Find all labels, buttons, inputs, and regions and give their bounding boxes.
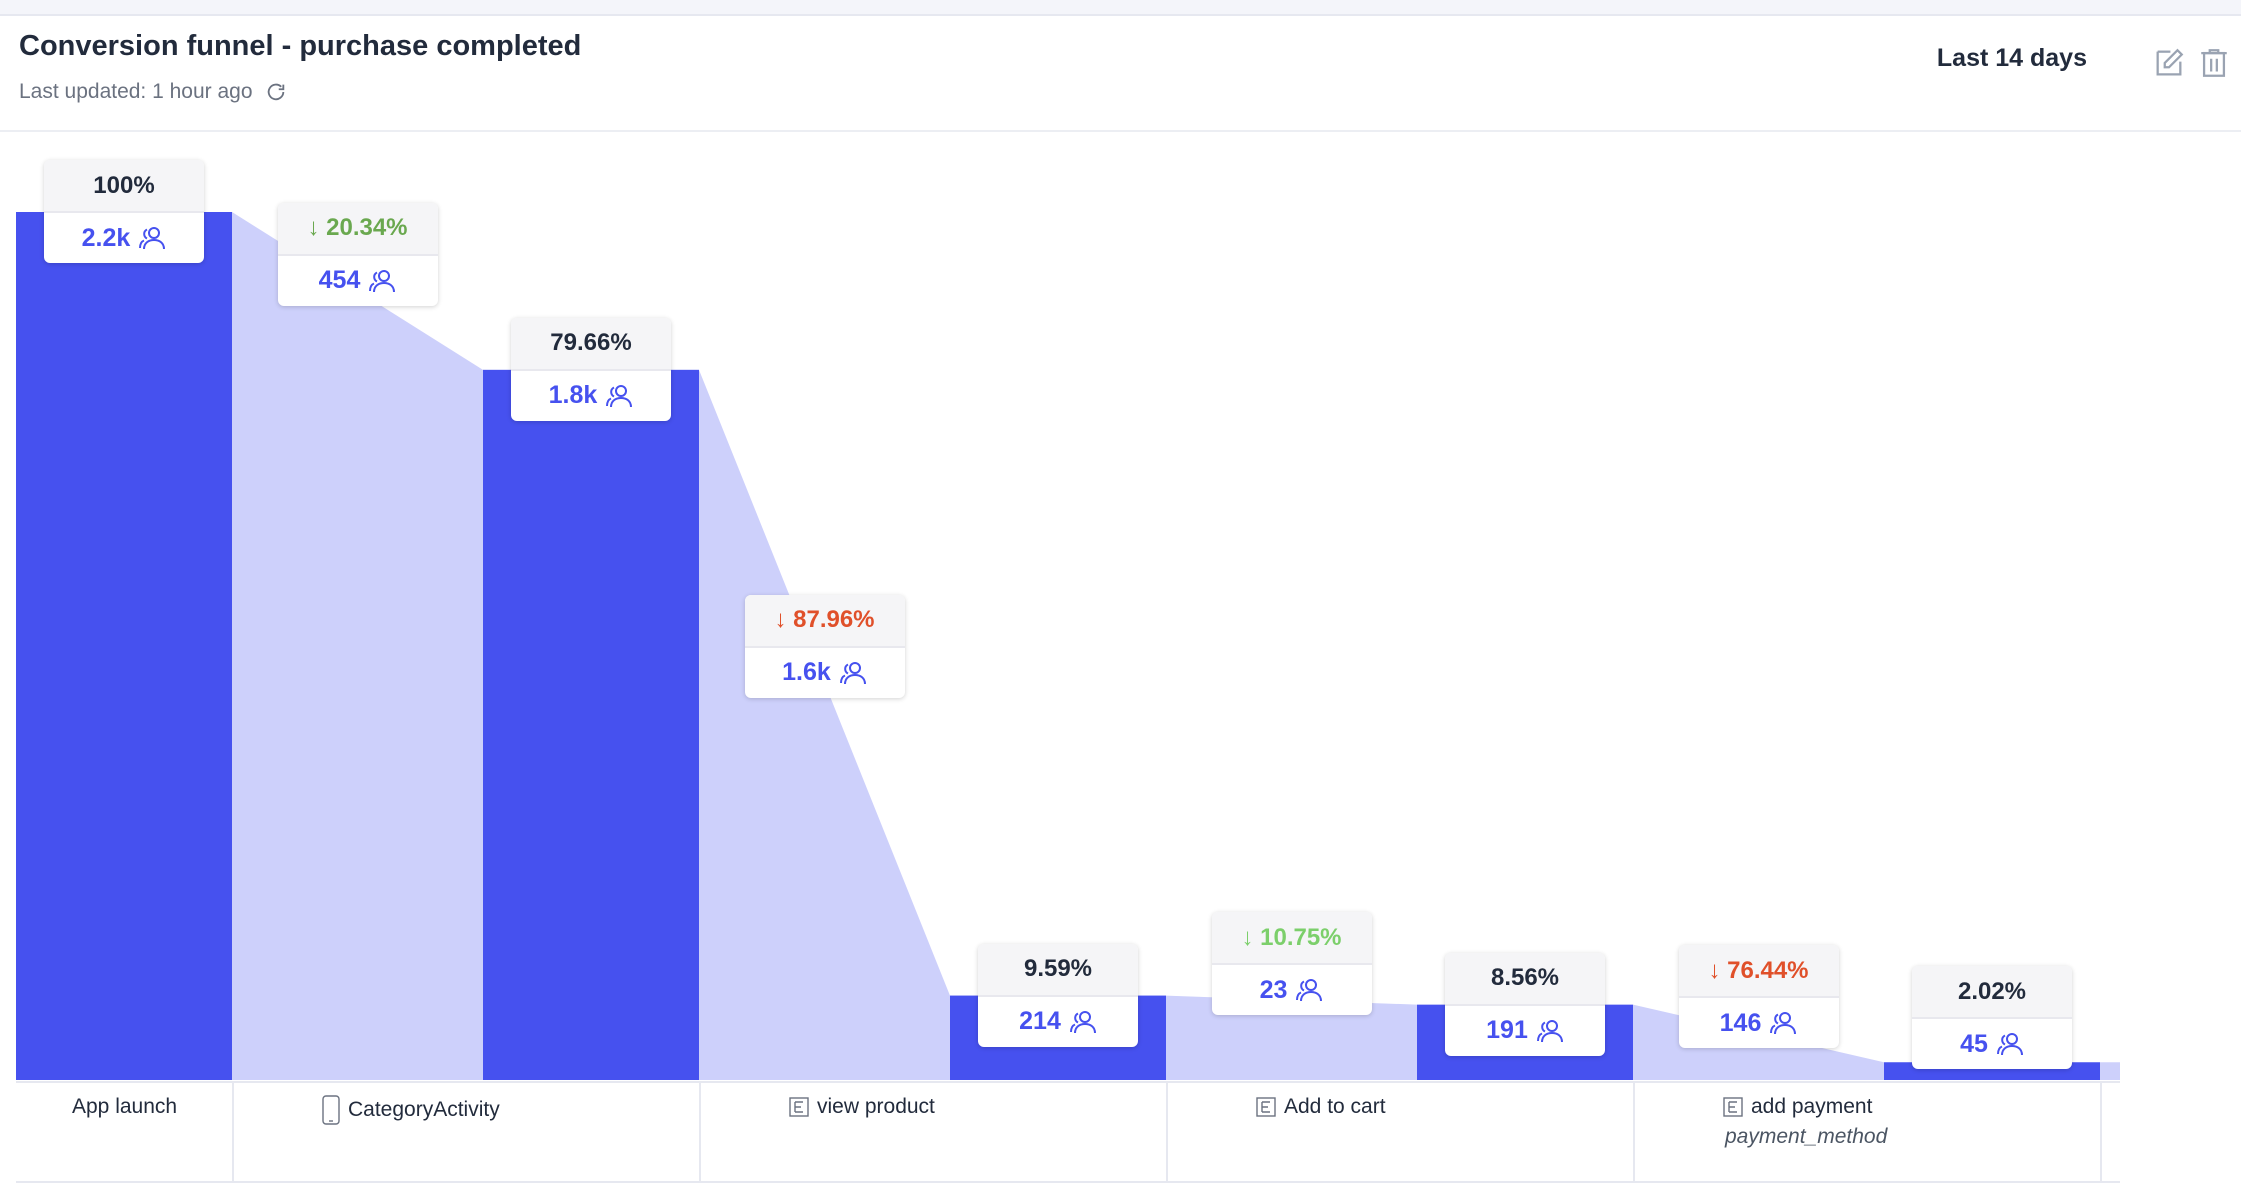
funnel-flow-3 xyxy=(1166,995,1417,1080)
step-label-text: CategoryActivity xyxy=(348,1098,500,1121)
step-card-count: 2.2k xyxy=(44,213,204,263)
step-card-count: 1.8k xyxy=(511,371,671,421)
funnel-flow-1 xyxy=(232,212,483,1080)
step-label-cell: add payment payment_method xyxy=(1633,1083,2100,1181)
dropoff-card-count-value: 454 xyxy=(318,266,361,295)
step-card-count-value: 1.8k xyxy=(548,381,598,410)
step-label: Add to cart xyxy=(1256,1095,1386,1119)
step-card[interactable]: 79.66% 1.8k xyxy=(511,317,671,421)
users-icon xyxy=(369,269,396,292)
step-card-count: 214 xyxy=(978,997,1138,1047)
edit-icon[interactable] xyxy=(2152,46,2186,80)
funnel-bar[interactable] xyxy=(16,212,232,1080)
step-label-cell: Add to cart xyxy=(1166,1083,1633,1181)
step-card[interactable]: 9.59% 214 xyxy=(978,943,1138,1047)
step-label-cell: App launch xyxy=(16,1083,232,1181)
dropoff-card-count: 1.6k xyxy=(745,648,905,698)
funnel-bar[interactable] xyxy=(483,369,699,1080)
step-label-text: App launch xyxy=(72,1095,178,1118)
dropoff-card-percent: ↓ 20.34% xyxy=(277,202,438,256)
dropoff-card-count: 23 xyxy=(1212,965,1372,1015)
step-label: App launch xyxy=(72,1095,177,1119)
dropoff-card-count-value: 23 xyxy=(1259,975,1288,1004)
funnel-flow-2 xyxy=(699,369,950,1080)
phone-icon xyxy=(322,1095,340,1125)
step-card-percent: 9.59% xyxy=(978,943,1138,997)
dropoff-card-count: 146 xyxy=(1679,998,1839,1048)
date-range-selector[interactable]: Last 14 days xyxy=(1936,44,2087,72)
step-label: view product xyxy=(789,1095,935,1119)
dropoff-card[interactable]: ↓ 87.96% 1.6k xyxy=(744,594,905,698)
widget-title: Conversion funnel - purchase completed xyxy=(19,30,582,62)
step-label-cell: view product xyxy=(699,1083,1166,1181)
last-updated: Last updated: 1 hour ago xyxy=(19,80,287,104)
last-updated-text: Last updated: 1 hour ago xyxy=(19,80,253,103)
step-card-count-value: 191 xyxy=(1486,1016,1528,1045)
step-label-text: add payment xyxy=(1751,1095,1873,1118)
step-label: add payment xyxy=(1723,1095,1872,1119)
funnel-flow-tail xyxy=(2100,1062,2120,1080)
widget-header: Conversion funnel - purchase completed L… xyxy=(0,16,2241,132)
step-label-text: Add to cart xyxy=(1284,1095,1386,1118)
users-icon xyxy=(1536,1019,1563,1042)
step-label-text: view product xyxy=(817,1095,935,1118)
users-icon xyxy=(1770,1012,1797,1035)
step-card[interactable]: 8.56% 191 xyxy=(1445,952,1605,1056)
step-card-count-value: 214 xyxy=(1019,1007,1061,1036)
dropoff-card-count-value: 1.6k xyxy=(782,658,831,687)
step-label: CategoryActivity xyxy=(322,1095,500,1125)
step-labels: App launch CategoryActivity view product Ad… xyxy=(16,1081,2120,1183)
step-label-cell: CategoryActivity xyxy=(232,1083,699,1181)
users-icon xyxy=(606,384,633,407)
step-card-percent: 2.02% xyxy=(1912,966,2072,1019)
step-card[interactable]: 100% 2.2k xyxy=(44,160,204,263)
dropoff-card-percent: ↓ 76.44% xyxy=(1678,945,1839,998)
dropoff-card-count: 454 xyxy=(278,256,438,306)
users-icon xyxy=(839,661,866,684)
step-card-count-value: 2.2k xyxy=(81,223,131,252)
step-label-end xyxy=(2100,1083,2120,1181)
step-card-percent: 100% xyxy=(44,160,204,213)
dropoff-card-percent: ↓ 10.75% xyxy=(1211,912,1372,966)
step-card-count: 191 xyxy=(1445,1006,1605,1056)
dropoff-card[interactable]: ↓ 76.44% 146 xyxy=(1678,945,1839,1048)
step-card-count-value: 45 xyxy=(1960,1029,1988,1058)
step-card-percent: 8.56% xyxy=(1445,952,1605,1006)
dropoff-card[interactable]: ↓ 20.34% 454 xyxy=(277,202,438,306)
dropoff-card[interactable]: ↓ 10.75% 23 xyxy=(1211,912,1372,1016)
delete-icon[interactable] xyxy=(2197,46,2231,80)
step-label-property: payment_method xyxy=(1725,1125,1888,1148)
dropoff-card-percent: ↓ 87.96% xyxy=(744,594,905,648)
event-icon xyxy=(789,1097,809,1117)
users-icon xyxy=(1069,1010,1096,1033)
event-icon xyxy=(1256,1097,1276,1117)
users-icon xyxy=(139,227,166,250)
users-icon xyxy=(1296,979,1323,1002)
event-icon xyxy=(1723,1097,1743,1117)
users-icon xyxy=(1996,1033,2023,1056)
step-card[interactable]: 2.02% 45 xyxy=(1912,966,2072,1069)
step-card-percent: 79.66% xyxy=(511,317,671,371)
top-strip xyxy=(0,0,2241,16)
dropoff-card-count-value: 146 xyxy=(1719,1008,1762,1037)
step-card-count: 45 xyxy=(1912,1019,2072,1069)
refresh-icon[interactable] xyxy=(265,81,287,103)
